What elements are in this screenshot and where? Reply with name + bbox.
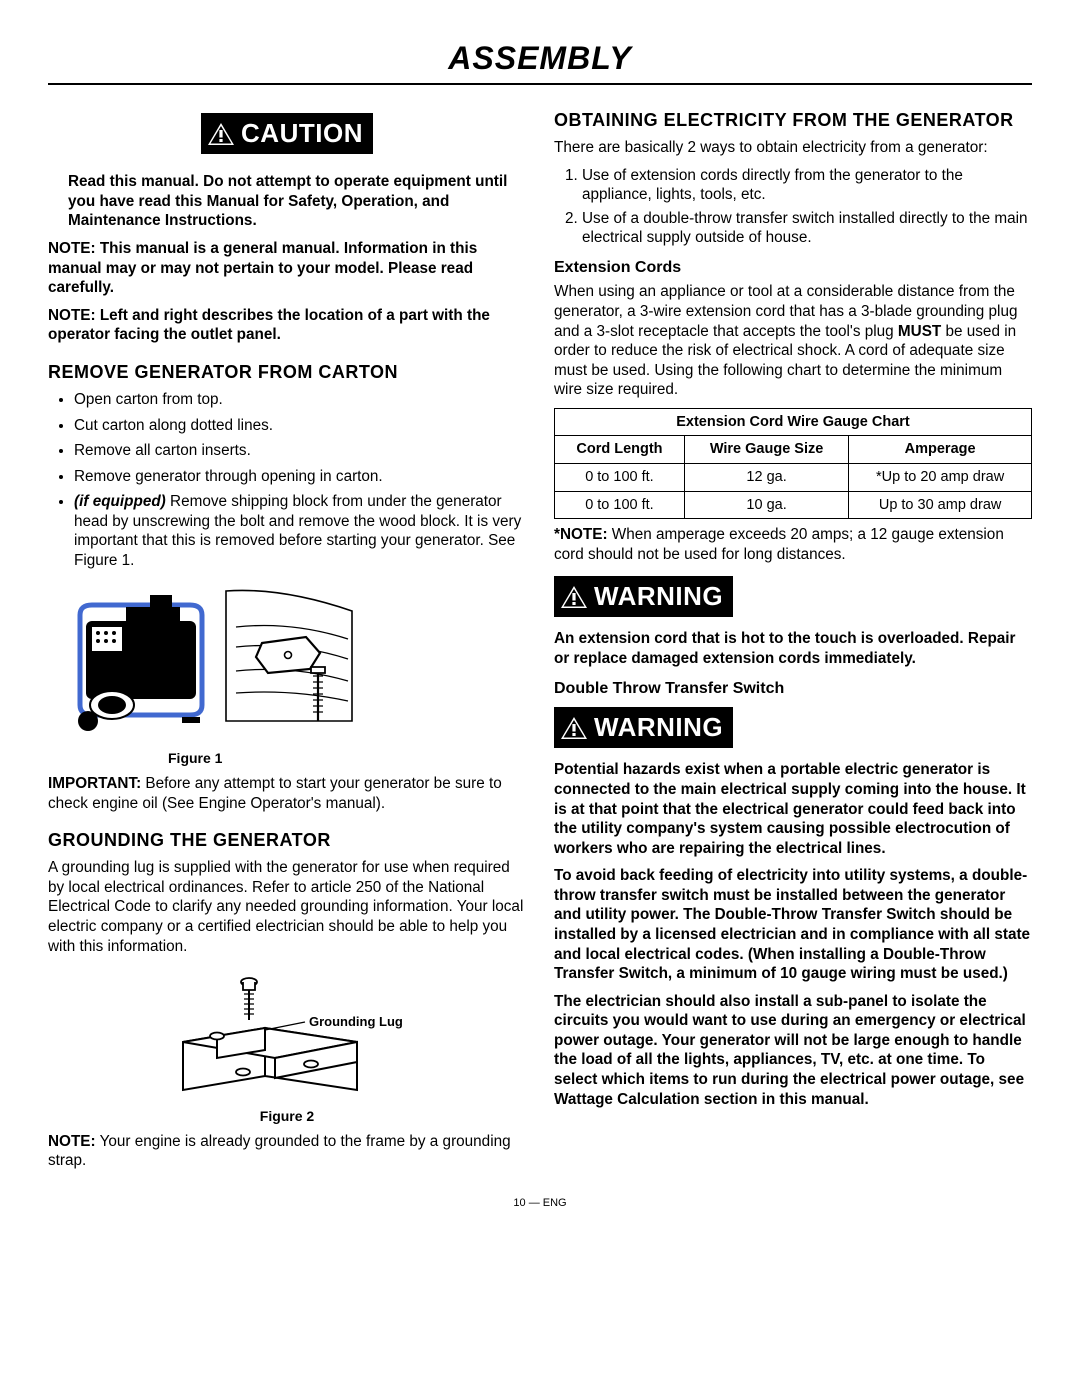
figure-1-illustration (62, 581, 362, 741)
table-cell: Up to 30 amp draw (849, 491, 1032, 519)
list-item: Cut carton along dotted lines. (74, 416, 526, 436)
note-grounded-lead: NOTE: (48, 1133, 96, 1150)
if-equipped-lead: (if equipped) (74, 493, 166, 510)
star-note-lead: *NOTE: (554, 526, 608, 543)
warning-2-p1: Potential hazards exist when a portable … (554, 760, 1032, 858)
title-rule (48, 83, 1032, 85)
obtain-list: Use of extension cords directly from the… (554, 166, 1032, 248)
heading-transfer-switch: Double Throw Transfer Switch (554, 679, 1032, 699)
caution-label: CAUTION (241, 117, 363, 150)
warning-label: WARNING (594, 580, 723, 613)
table-row: 0 to 100 ft. 12 ga. *Up to 20 amp draw (555, 463, 1032, 491)
figure-2: Grounding Lug (48, 968, 526, 1104)
remove-bullet-list: Open carton from top. Cut carton along d… (48, 390, 526, 571)
figure-1-caption: Figure 1 (168, 750, 526, 768)
page-footer: 10 — ENG (48, 1197, 1032, 1209)
caution-box: CAUTION (201, 113, 373, 154)
right-column: OBTAINING ELECTRICITY FROM THE GENERATOR… (554, 109, 1032, 1179)
warning-icon (560, 716, 588, 740)
heading-remove-generator: REMOVE GENERATOR FROM CARTON (48, 361, 526, 384)
figure-2-caption: Figure 2 (48, 1108, 526, 1126)
chart-header: Cord Length (555, 436, 685, 464)
table-cell: 0 to 100 ft. (555, 463, 685, 491)
page-title: ASSEMBLY (48, 40, 1032, 77)
important-note: IMPORTANT: Before any attempt to start y… (48, 774, 526, 813)
table-cell: 10 ga. (684, 491, 848, 519)
note-grounded-text: Your engine is already grounded to the f… (48, 1133, 511, 1170)
content-columns: CAUTION Read this manual. Do not attempt… (48, 109, 1032, 1179)
list-item: (if equipped) Remove shipping block from… (74, 492, 526, 570)
note-left-right: NOTE: Left and right describes the locat… (48, 306, 526, 345)
warning-label: WARNING (594, 711, 723, 744)
figure-2-illustration: Grounding Lug (157, 968, 417, 1098)
extension-cords-text: When using an appliance or tool at a con… (554, 282, 1032, 399)
grounding-lug-label: Grounding Lug (309, 1014, 403, 1029)
warning-2-p2: To avoid back feeding of electricity int… (554, 866, 1032, 983)
ext-must: MUST (898, 323, 941, 340)
list-item: Use of extension cords directly from the… (582, 166, 1032, 205)
caution-text: Read this manual. Do not attempt to oper… (68, 172, 520, 231)
list-item: Remove generator through opening in cart… (74, 467, 526, 487)
list-item: Open carton from top. (74, 390, 526, 410)
note-general-manual: NOTE: This manual is a general manual. I… (48, 239, 526, 298)
warning-box-2: WARNING (554, 707, 733, 748)
table-cell: *Up to 20 amp draw (849, 463, 1032, 491)
grounding-text: A grounding lug is supplied with the gen… (48, 858, 526, 956)
heading-obtaining: OBTAINING ELECTRICITY FROM THE GENERATOR (554, 109, 1032, 132)
left-column: CAUTION Read this manual. Do not attempt… (48, 109, 526, 1179)
warning-icon (560, 585, 588, 609)
star-note: *NOTE: When amperage exceeds 20 amps; a … (554, 525, 1032, 564)
list-item: Remove all carton inserts. (74, 441, 526, 461)
warning-icon (207, 122, 235, 146)
heading-extension-cords: Extension Cords (554, 258, 1032, 278)
chart-header: Wire Gauge Size (684, 436, 848, 464)
important-lead: IMPORTANT: (48, 775, 141, 792)
warning-box-1: WARNING (554, 576, 733, 617)
list-item: Use of a double-throw transfer switch in… (582, 209, 1032, 248)
wire-gauge-chart: Extension Cord Wire Gauge Chart Cord Len… (554, 408, 1032, 519)
chart-title: Extension Cord Wire Gauge Chart (555, 408, 1032, 436)
heading-grounding: GROUNDING THE GENERATOR (48, 829, 526, 852)
table-cell: 0 to 100 ft. (555, 491, 685, 519)
note-grounded: NOTE: Your engine is already grounded to… (48, 1132, 526, 1171)
star-note-text: When amperage exceeds 20 amps; a 12 gaug… (554, 526, 1004, 563)
figure-1 (62, 581, 526, 747)
chart-header: Amperage (849, 436, 1032, 464)
warning-1-text: An extension cord that is hot to the tou… (554, 629, 1032, 668)
table-cell: 12 ga. (684, 463, 848, 491)
obtain-intro: There are basically 2 ways to obtain ele… (554, 138, 1032, 158)
warning-2-p3: The electrician should also install a su… (554, 992, 1032, 1109)
table-row: 0 to 100 ft. 10 ga. Up to 30 amp draw (555, 491, 1032, 519)
